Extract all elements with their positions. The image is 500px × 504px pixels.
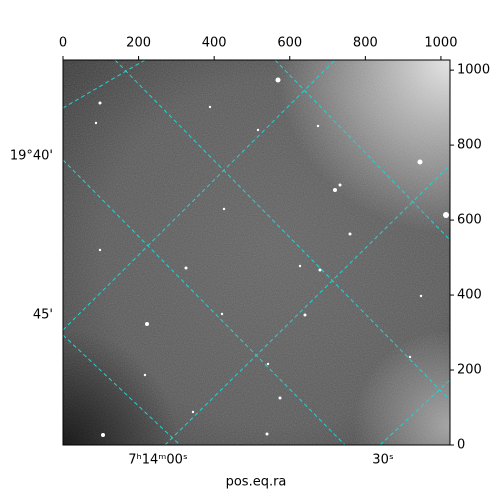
x-tick-label: 800 xyxy=(353,36,378,51)
plot-frame xyxy=(62,59,451,446)
x-tick-label: 0 xyxy=(59,36,67,51)
y-tick-label: 800 xyxy=(457,138,482,153)
coordinate-grid xyxy=(63,60,450,445)
dec-tick-label: 45' xyxy=(33,308,53,323)
ra-tick-label: 30ˢ xyxy=(372,453,394,468)
sky-image xyxy=(63,60,450,445)
ra-tick-label: 7ʰ14ᵐ00ˢ xyxy=(128,453,188,468)
x-tick-label: 1000 xyxy=(424,36,457,51)
x-tick-label: 400 xyxy=(202,36,227,51)
y-tick-label: 1000 xyxy=(457,63,490,78)
x-axis-label: pos.eq.ra xyxy=(226,475,287,490)
y-tick-label: 600 xyxy=(457,213,482,228)
dec-tick-label: 19°40' xyxy=(10,149,53,164)
x-tick-label: 200 xyxy=(126,36,151,51)
x-tick-label: 600 xyxy=(277,36,302,51)
y-tick-label: 200 xyxy=(457,363,482,378)
y-tick-label: 0 xyxy=(457,438,465,453)
y-tick-label: 400 xyxy=(457,288,482,303)
